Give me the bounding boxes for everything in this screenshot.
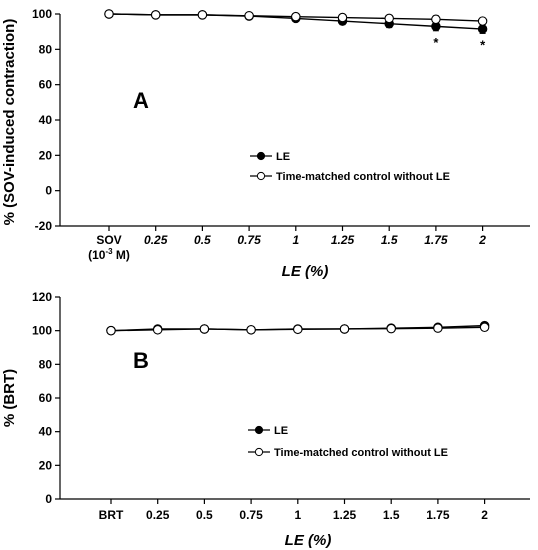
panel-a-y-tick-label: 0: [45, 184, 52, 198]
panel-a-x-tick-label: SOV: [96, 233, 121, 247]
panel-b-x-axis-label: LE (%): [285, 532, 332, 549]
panel-a-legend-label-le: LE: [276, 151, 290, 163]
panel-a-y-tick-label: -20: [35, 219, 53, 233]
panel-a-x-tick-label: 1.5: [381, 233, 398, 247]
panel-b-y-tick-label: 40: [39, 425, 53, 439]
panel-a-point-control: [337, 12, 348, 23]
panel-b-x-tick-label: 0.75: [239, 508, 263, 522]
panel-b-y-tick-label: 20: [39, 458, 53, 472]
panel-b-legend-label-control: Time-matched control without LE: [274, 447, 448, 459]
panel-a-significance-star: *: [480, 37, 486, 52]
panel-a-point-control: [431, 14, 441, 25]
panel-b-x-tick-label: 1.5: [383, 508, 400, 522]
panel-b-x-tick-label: 0.5: [196, 508, 213, 522]
panel-b-point-control: [433, 323, 443, 333]
panel-a-x-tick-label: 1.75: [424, 233, 448, 247]
panel-a-point-control: [291, 11, 301, 22]
panel-b-x-tick-label: BRT: [99, 508, 124, 522]
panel-a-x-tick-label: 0.25: [144, 233, 168, 247]
panel-a-y-tick-label: 40: [39, 113, 53, 127]
panel-b-letter: B: [133, 348, 149, 373]
panel-b-point-control: [293, 324, 303, 335]
panel-a-x-tick-label: 0.75: [237, 233, 261, 247]
panel-a-y-tick-label: 80: [39, 42, 53, 56]
panel-b-legend-label-le: LE: [274, 425, 288, 437]
panel-b-y-tick-label: 80: [39, 357, 53, 371]
panel-b-x-tick-label: 1.75: [426, 508, 450, 522]
panel-b-y-tick-label: 60: [39, 391, 53, 405]
panel-a-legend-marker-le: [256, 151, 266, 161]
panel-a-legend: LE Time-matched control without LE: [250, 151, 450, 183]
panel-a-significance-star: *: [433, 35, 439, 50]
panel-b-y-tick-label: 0: [45, 492, 52, 506]
panel-b-point-control: [152, 325, 163, 335]
panel-b-legend-marker-le: [254, 425, 264, 435]
panel-a-point-control: [104, 9, 114, 19]
panel-b-x-tick-label: 2: [481, 508, 488, 522]
panel-b-y-tick-label: 120: [32, 290, 52, 304]
panel-a-letter: A: [133, 88, 149, 113]
panel-b-legend: LE Time-matched control without LE: [248, 425, 448, 459]
panel-a-chart: % (SOV-induced contraction) A LE (%) -20…: [1, 7, 530, 280]
panel-a-legend-label-control: Time-matched control without LE: [276, 171, 450, 183]
panel-a-point-control: [477, 16, 488, 26]
panel-a-x-tick-label: 2: [478, 233, 486, 247]
panel-a-x-tick-sublabel: (10-3 M): [88, 247, 130, 262]
panel-b-point-control: [479, 322, 490, 333]
panel-b-point-control: [386, 323, 396, 334]
panel-a-legend-marker-control: [256, 171, 266, 181]
panel-b-x-tick-label: 1.25: [333, 508, 357, 522]
panel-a-x-tick-label: 1: [292, 233, 299, 247]
panel-b-point-control: [199, 324, 210, 334]
panel-a-point-control: [150, 10, 161, 20]
panel-b-y-axis-label: % (BRT): [1, 369, 18, 427]
panel-a-y-tick-label: 60: [39, 78, 53, 92]
panel-b-y-tick-label: 100: [32, 324, 52, 338]
panel-b-x-tick-label: 1: [294, 508, 301, 522]
panel-a-point-control: [197, 10, 208, 20]
panel-b-chart: % (BRT) B LE (%) 0 20 40 60 80 100 120 BRT 0.25 0…: [1, 290, 530, 549]
panel-a-point-le: [477, 24, 488, 34]
panel-b-point-control: [246, 325, 256, 335]
panel-a-x-tick-label: 1.25: [331, 233, 355, 247]
panel-b-legend-marker-control: [254, 447, 264, 457]
panel-b-point-control: [106, 325, 116, 336]
panel-a-y-tick-label: 100: [32, 7, 52, 21]
panel-b-point-control: [339, 324, 350, 334]
panel-a-point-control: [384, 13, 394, 24]
panel-b-x-tick-label: 0.25: [146, 508, 170, 522]
panel-a-x-tick-label: 0.5: [194, 233, 211, 247]
panel-a-y-axis-label: % (SOV-induced contraction): [1, 19, 18, 226]
panel-a-y-tick-label: 20: [39, 148, 53, 162]
panel-a-x-axis-label: LE (%): [282, 263, 329, 280]
panel-a-point-control: [244, 11, 254, 21]
